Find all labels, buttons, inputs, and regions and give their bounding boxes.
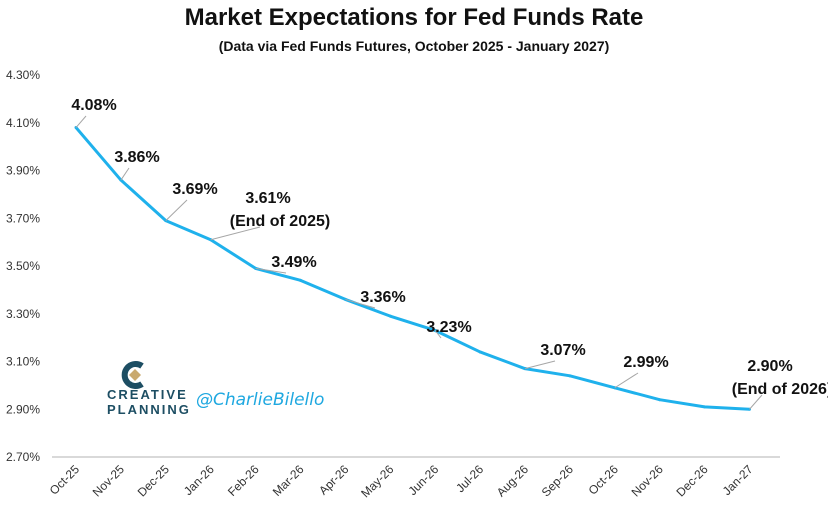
data-label: 3.49%	[271, 254, 316, 271]
y-tick-label: 2.90%	[6, 402, 40, 416]
data-point	[568, 374, 572, 378]
data-label: 3.61%	[245, 190, 290, 207]
leader-line	[165, 199, 188, 221]
y-tick-label: 2.70%	[6, 450, 40, 464]
x-tick-label: Jan-26	[181, 462, 217, 498]
data-label: 4.08%	[71, 97, 116, 114]
data-label: 3.69%	[172, 181, 217, 198]
data-label: 3.23%	[426, 319, 471, 336]
data-label: 3.07%	[540, 342, 585, 359]
y-tick-label: 4.30%	[6, 68, 40, 82]
x-tick-label: May-26	[358, 462, 396, 500]
leader-line	[614, 372, 639, 389]
x-tick-label: Jun-26	[405, 462, 441, 498]
x-tick-label: Nov-25	[90, 462, 127, 499]
logo-text-line2: PLANNING	[107, 402, 191, 417]
leader-line	[749, 394, 763, 410]
leader-line	[345, 298, 376, 309]
data-point	[388, 314, 392, 318]
data-label: 2.99%	[623, 354, 668, 371]
data-point	[703, 405, 707, 409]
x-tick-label: Apr-26	[316, 462, 352, 498]
leader-line	[75, 115, 87, 128]
data-label: 2.90%	[747, 358, 792, 375]
series-line	[74, 126, 750, 411]
y-tick-label: 3.50%	[6, 259, 40, 273]
y-tick-label: 3.10%	[6, 355, 40, 369]
y-tick-label: 3.90%	[6, 164, 40, 178]
x-tick-label: Jul-26	[453, 462, 486, 495]
data-point	[658, 398, 662, 402]
x-tick-label: Feb-26	[225, 462, 262, 499]
data-point	[299, 278, 302, 282]
data-label-note: (End of 2025)	[230, 213, 330, 230]
creative-planning-logo-icon	[121, 361, 144, 389]
y-tick-label: 4.10%	[6, 116, 40, 130]
chart-title: Market Expectations for Fed Funds Rate	[184, 4, 644, 31]
x-tick-label: Oct-25	[47, 462, 83, 498]
x-tick-label: Sep-26	[539, 462, 576, 499]
y-tick-label: 3.30%	[6, 307, 40, 321]
chart-subtitle: (Data via Fed Funds Futures, October 202…	[218, 38, 610, 54]
x-tick-label: Jan-27	[720, 462, 756, 498]
leader-line	[210, 226, 261, 241]
logo-text-line1: CREATIVE	[107, 387, 188, 402]
data-point	[478, 350, 482, 354]
twitter-handle: @CharlieBilello	[196, 390, 325, 410]
x-tick-label: Dec-25	[135, 462, 172, 499]
x-tick-label: Nov-26	[629, 462, 666, 499]
x-tick-label: Aug-26	[494, 462, 531, 499]
x-tick-label: Oct-26	[586, 462, 622, 498]
leader-line	[524, 360, 556, 370]
leader-line	[255, 267, 287, 274]
data-label: 3.36%	[360, 289, 405, 306]
x-tick-label: Mar-26	[270, 462, 307, 499]
data-label-note: (End of 2026)	[732, 381, 828, 398]
data-label: 3.86%	[114, 149, 159, 166]
leader-line	[434, 330, 442, 339]
y-tick-label: 3.70%	[6, 211, 40, 225]
x-tick-label: Dec-26	[673, 462, 710, 499]
leader-line	[120, 167, 130, 181]
